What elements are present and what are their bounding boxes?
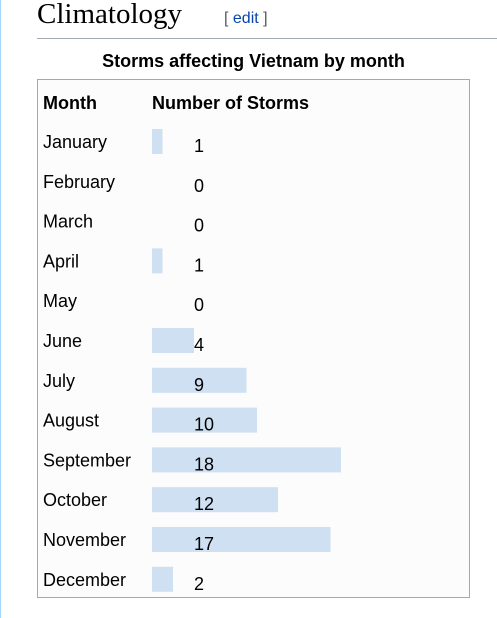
- bar-august: [152, 407, 257, 433]
- value-label-march: 0: [194, 216, 204, 236]
- month-label-december: December: [43, 570, 126, 590]
- page-left-rule: [0, 0, 1, 618]
- value-label-january: 1: [194, 136, 204, 156]
- value-label-october: 12: [194, 494, 214, 514]
- month-label-april: April: [43, 251, 79, 271]
- storms-column-header: Number of Storms: [152, 93, 310, 113]
- value-label-may: 0: [194, 295, 204, 315]
- edit-section: [ edit ]: [224, 10, 268, 28]
- value-label-april: 1: [194, 255, 204, 275]
- month-column-header: Month: [43, 93, 97, 113]
- section-heading: Climatology [ edit ]: [37, 0, 497, 39]
- value-label-december: 2: [194, 574, 204, 594]
- bar-december: [152, 566, 173, 592]
- bar-june: [152, 328, 194, 353]
- bar-november: [152, 527, 331, 552]
- month-label-september: September: [43, 450, 131, 470]
- value-label-june: 4: [194, 335, 204, 355]
- chart-title: Storms affecting Vietnam by month: [102, 51, 405, 71]
- month-label-october: October: [43, 490, 107, 510]
- bar-july: [152, 367, 247, 393]
- bar-january: [152, 129, 163, 154]
- value-label-february: 0: [194, 176, 204, 196]
- value-label-september: 18: [194, 454, 214, 474]
- bar-chart: January 1 February 0 March 0 April 1 May 0 June 4 Ju…: [43, 129, 341, 594]
- month-label-june: June: [43, 331, 82, 351]
- month-label-july: July: [43, 371, 75, 391]
- section-title: Climatology: [37, 0, 182, 30]
- value-label-november: 17: [194, 534, 214, 554]
- bar-april: [152, 248, 163, 274]
- bar-october: [152, 487, 278, 513]
- month-label-january: January: [43, 132, 107, 152]
- value-label-july: 9: [194, 375, 204, 395]
- month-label-november: November: [43, 530, 126, 550]
- month-label-march: March: [43, 212, 93, 232]
- value-label-august: 10: [194, 415, 214, 435]
- chart-container: Month Number of Storms January 1 February 0…: [37, 79, 470, 598]
- bar-september: [152, 447, 341, 473]
- month-label-february: February: [43, 172, 115, 192]
- month-label-august: August: [43, 411, 99, 431]
- month-label-may: May: [43, 291, 77, 311]
- edit-bracket-open: [: [224, 10, 233, 27]
- edit-link[interactable]: edit: [232, 10, 259, 27]
- edit-bracket-close: ]: [258, 10, 268, 27]
